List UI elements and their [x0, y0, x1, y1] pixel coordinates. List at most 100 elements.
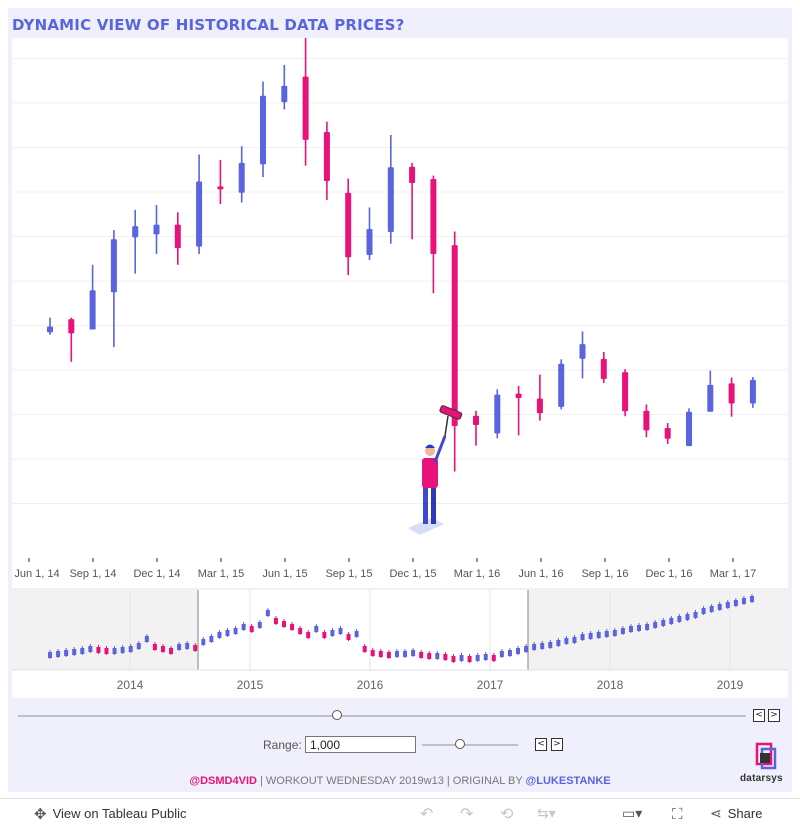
candle[interactable] — [68, 317, 75, 362]
candle[interactable] — [345, 178, 352, 276]
revert-button[interactable]: ⟲ — [500, 799, 513, 828]
range-slider-track[interactable] — [422, 744, 518, 746]
date-range-slider-track[interactable] — [18, 715, 746, 717]
candle-body — [302, 76, 309, 140]
mini-candle — [80, 646, 85, 655]
mini-candle — [112, 646, 117, 655]
mini-candle — [459, 653, 464, 662]
candle[interactable] — [302, 38, 309, 166]
candle[interactable] — [217, 159, 224, 205]
mini-candle — [378, 649, 383, 658]
candle-body — [728, 383, 735, 404]
share-button[interactable]: ⋖ Share — [710, 799, 762, 828]
mini-candle — [169, 646, 174, 655]
date-range-slider-thumb[interactable] — [332, 710, 342, 720]
mini-candle — [136, 641, 141, 650]
x-tick-label: Sep 1, 14 — [69, 568, 116, 580]
mini-candle — [72, 647, 77, 656]
credit-original[interactable]: @LUKESTANKE — [525, 775, 611, 787]
slider-prev-button[interactable]: < — [753, 709, 765, 722]
candle[interactable] — [281, 64, 288, 110]
pause-button[interactable]: ⇆▾ — [537, 799, 556, 828]
candle[interactable] — [600, 352, 607, 383]
fullscreen-icon: ⛶ — [672, 804, 683, 823]
candle[interactable] — [579, 331, 586, 379]
candle[interactable] — [430, 175, 437, 294]
candle[interactable] — [323, 121, 330, 201]
mini-candle — [177, 642, 182, 651]
mini-candle — [499, 649, 504, 658]
fullscreen-button[interactable]: ⛶ — [672, 799, 683, 828]
candle-body — [430, 179, 437, 254]
range-navigator-chart[interactable]: 2014 2015 2016 2017 2018 2019 — [12, 590, 788, 698]
navigator-shade-right — [528, 590, 788, 670]
share-label: Share — [727, 806, 763, 821]
candle[interactable] — [110, 229, 117, 348]
device-preview-button[interactable]: ▭▾ — [622, 799, 642, 828]
range-next-button[interactable]: > — [551, 738, 563, 751]
mini-candle — [564, 636, 569, 645]
mini-candle — [104, 646, 109, 655]
mini-candle — [394, 649, 399, 658]
footer-credit: @DSMD4VID | WORKOUT WEDNESDAY 2019w13 | … — [0, 775, 800, 787]
candle[interactable] — [153, 205, 160, 254]
x-tick-label: Jun 1, 15 — [262, 568, 307, 580]
credit-author[interactable]: @DSMD4VID — [189, 775, 257, 787]
candle[interactable] — [409, 162, 416, 240]
candle[interactable] — [47, 317, 53, 335]
mini-candle — [596, 630, 601, 639]
mini-candle — [491, 653, 496, 662]
view-on-tableau-link[interactable]: ✥ View on Tableau Public — [34, 799, 187, 828]
candle[interactable] — [260, 81, 266, 178]
mini-candle — [241, 622, 246, 631]
candle-body — [281, 85, 288, 103]
year-label: 2018 — [597, 678, 624, 692]
mini-candle — [411, 648, 416, 657]
candle[interactable] — [558, 359, 565, 410]
range-prev-button[interactable]: < — [535, 738, 547, 751]
range-slider-thumb[interactable] — [455, 739, 465, 749]
candle[interactable] — [196, 154, 203, 254]
mini-candle — [733, 598, 738, 607]
candle[interactable] — [366, 207, 373, 260]
mini-candle — [257, 620, 262, 629]
candlestick-chart[interactable]: Jun 1, 14 Sep 1, 14 Dec 1, 14 Mar 1, 15 Jun … — [12, 38, 788, 588]
candle[interactable] — [664, 423, 671, 445]
x-tick-label: Dec 1, 14 — [133, 568, 180, 580]
candle[interactable] — [473, 410, 479, 446]
candle-body — [196, 181, 203, 247]
candle[interactable] — [707, 370, 714, 412]
candle[interactable] — [622, 369, 629, 417]
candle-body — [686, 411, 692, 447]
x-tick-label: Dec 1, 16 — [645, 568, 692, 580]
mini-candle — [370, 648, 375, 657]
candle-body — [664, 427, 671, 439]
candle[interactable] — [686, 408, 692, 447]
candle[interactable] — [238, 146, 245, 203]
range-input[interactable]: 1,000 — [305, 736, 416, 753]
candle[interactable] — [494, 389, 501, 439]
candle[interactable] — [132, 209, 139, 274]
datarsys-logo-icon — [755, 742, 777, 770]
x-tick-label: Jun 1, 16 — [518, 568, 563, 580]
redo-button[interactable]: ↷ — [460, 799, 473, 828]
mini-candle — [282, 619, 286, 628]
mini-candle — [160, 644, 165, 653]
candle-body — [536, 398, 543, 414]
candle[interactable] — [728, 377, 735, 417]
mini-candle — [532, 642, 537, 651]
slider-next-button[interactable]: > — [768, 709, 780, 722]
undo-button[interactable]: ↶ — [420, 799, 433, 828]
candle[interactable] — [749, 376, 756, 408]
candle[interactable] — [643, 404, 650, 438]
candle[interactable] — [387, 134, 394, 244]
candle[interactable] — [89, 264, 96, 330]
candle-body — [409, 166, 416, 183]
candle[interactable] — [451, 231, 458, 472]
x-tick-label: Mar 1, 15 — [198, 568, 244, 580]
candle[interactable] — [515, 385, 522, 436]
candle[interactable] — [536, 374, 543, 421]
mini-candle — [314, 624, 319, 633]
candle-body — [47, 326, 53, 333]
candle[interactable] — [174, 212, 181, 265]
